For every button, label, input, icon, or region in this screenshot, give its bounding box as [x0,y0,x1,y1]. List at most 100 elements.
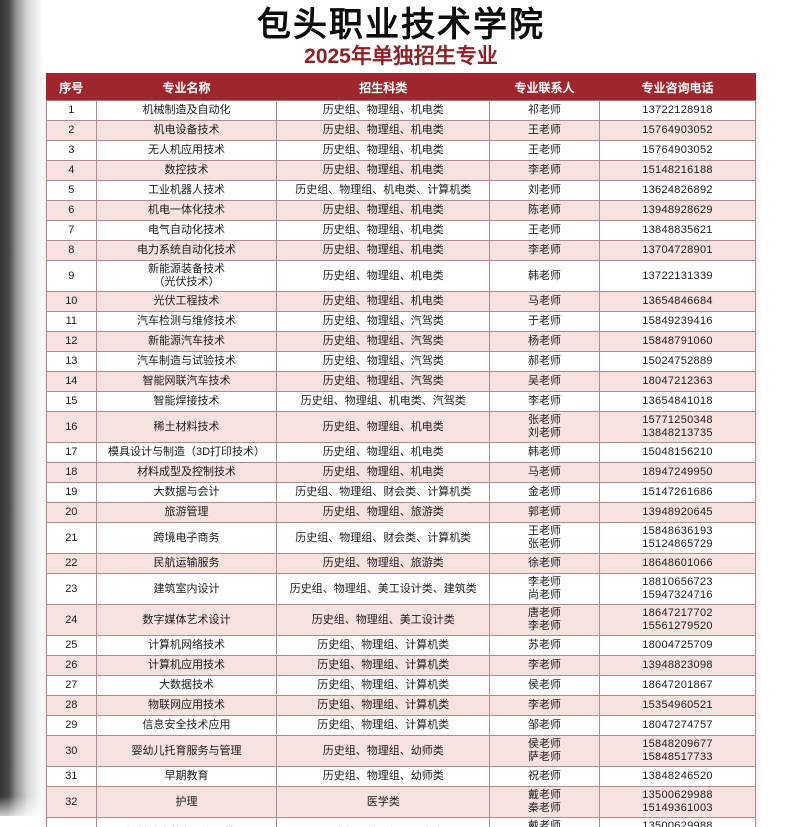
phone-number: 18647217702 15561279520 [598,604,757,636]
categories: 历史组、物理组、旅游类 [276,553,491,574]
major-name: 汽车制造与试验技术 [95,351,278,372]
table-header: 序号 专业名称 招生科类 专业联系人 专业咨询电话 [46,73,757,101]
row-number: 20 [46,502,97,523]
contact-person: 马老师 [489,462,600,483]
categories: 历史组、物理组、机电类 [276,260,491,292]
row-number: 2 [46,120,97,141]
column-header-major: 专业名称 [95,73,278,101]
table-header-row: 序号 专业名称 招生科类 专业联系人 专业咨询电话 [46,73,757,101]
row-number: 30 [46,735,97,767]
categories: 历史组、物理组、机电类 [276,100,491,121]
phone-number: 18647201867 [598,675,757,696]
contact-person: 王老师 张老师 [489,522,600,554]
table-row: 26 计算机应用技术 历史组、物理组、计算机类 李老师 13948823098 [46,655,757,676]
contact-person: 李老师 尚老师 [489,573,600,605]
categories: 历史组、物理组、机电类 [276,120,491,141]
table-row: 23 建筑室内设计 历史组、物理组、美工设计类、建筑类 李老师 尚老师 188106567… [46,573,757,605]
contact-person: 杨老师 [489,331,600,352]
row-number: 12 [46,331,97,352]
contact-person: 祝老师 [489,766,600,787]
table-row: 33智慧健康养老服务与管理历史组、物理组、医学类戴老师秦老师1350062998… [46,817,757,827]
row-number: 15 [46,391,97,412]
major-name: 模具设计与制造（3D打印技术） [95,442,278,463]
row-number: 23 [46,573,97,605]
row-number: 22 [46,553,97,574]
categories: 历史组、物理组、计算机类 [276,655,491,676]
categories: 历史组、物理组、机电类 [276,291,491,312]
phone-number: 13948920645 [598,502,757,523]
major-name: 建筑室内设计 [95,573,278,605]
categories: 历史组、物理组、机电类 [276,220,491,241]
column-header-contact: 专业联系人 [489,73,600,101]
phone-number: 15848636193 15124865729 [598,522,757,554]
categories: 历史组、物理组、财会类、计算机类 [276,522,491,554]
row-number: 31 [46,766,97,787]
phone-number: 18947249950 [598,462,757,483]
table-row: 19 大数据与会计 历史组、物理组、财会类、计算机类 金老师 15147261686 [46,482,757,503]
phone-number: 13722131339 [598,260,757,292]
row-number: 17 [46,442,97,463]
contact-person: 邹老师 [489,715,600,736]
phone-number: 13848835621 [598,220,757,241]
contact-person: 李老师 [489,695,600,716]
contact-person: 徐老师 [489,553,600,574]
major-name: 新能源汽车技术 [95,331,278,352]
row-number: 11 [46,311,97,332]
categories: 历史组、物理组、机电类 [276,160,491,181]
table-row: 16 稀土材料技术 历史组、物理组、机电类 张老师 刘老师 15771250348 1384… [46,411,757,443]
row-number: 16 [46,411,97,443]
phone-number: 15354960521 [598,695,757,716]
row-number: 4 [46,160,97,181]
major-name: 汽车检测与维修技术 [95,311,278,332]
major-name: 婴幼儿托育服务与管理 [95,735,278,767]
categories: 历史组、物理组、医学类 [276,817,491,827]
table-row: 28 物联网应用技术 历史组、物理组、计算机类 李老师 15354960521 [46,695,757,716]
table-row: 12 新能源汽车技术 历史组、物理组、汽驾类 杨老师 15848791060 [46,331,757,352]
phone-number: 13624826892 [598,180,757,201]
major-name: 数控技术 [95,160,278,181]
row-number: 3 [46,140,97,161]
row-number: 18 [46,462,97,483]
major-name: 跨境电子商务 [95,522,278,554]
row-number: 21 [46,522,97,554]
row-number: 6 [46,200,97,221]
categories: 历史组、物理组、机电类、汽驾类 [276,391,491,412]
phone-number: 18648601066 [598,553,757,574]
categories: 历史组、物理组、计算机类 [276,635,491,656]
major-name: 工业机器人技术 [95,180,278,201]
categories: 历史组、物理组、汽驾类 [276,351,491,372]
major-name: 大数据技术 [95,675,278,696]
phone-number: 18004725709 [598,635,757,656]
contact-person: 刘老师 [489,180,600,201]
page-subtitle: 2025年单独招生专业 [304,45,498,68]
table-row: 15 智能焊接技术 历史组、物理组、机电类、汽驾类 李老师 13654841018 [46,391,757,412]
phone-number: 15148216188 [598,160,757,181]
major-name: 机电一体化技术 [95,200,278,221]
row-number: 29 [46,715,97,736]
contact-person: 韩老师 [489,260,600,292]
categories: 历史组、物理组、幼师类 [276,766,491,787]
row-number: 7 [46,220,97,241]
phone-number: 15771250348 13848213735 [598,411,757,443]
contact-person: 张老师 刘老师 [489,411,600,443]
categories: 历史组、物理组、汽驾类 [276,311,491,332]
table-row: 10 光伏工程技术 历史组、物理组、机电类 马老师 13654846684 [46,291,757,312]
categories: 历史组、物理组、机电类 [276,240,491,261]
major-name: 电力系统自动化技术 [95,240,278,261]
row-number: 13 [46,351,97,372]
table-row: 3 无人机应用技术 历史组、物理组、机电类 王老师 15764903052 [46,140,757,161]
phone-number: 15024752889 [598,351,757,372]
phone-number: 18810656723 15947324716 [598,573,757,605]
major-name: 新能源装备技术 （光伏技术） [95,260,278,292]
contact-person: 王老师 [489,140,600,161]
table-row: 18 材料成型及控制技术 历史组、物理组、机电类 马老师 18947249950 [46,462,757,483]
categories: 历史组、物理组、幼师类 [276,735,491,767]
row-number: 10 [46,291,97,312]
contact-person: 祁老师 [489,100,600,121]
row-number: 5 [46,180,97,201]
contact-person: 王老师 [489,220,600,241]
contact-person: 王老师 [489,120,600,141]
table-row: 20 旅游管理 历史组、物理组、旅游类 郭老师 13948920645 [46,502,757,523]
